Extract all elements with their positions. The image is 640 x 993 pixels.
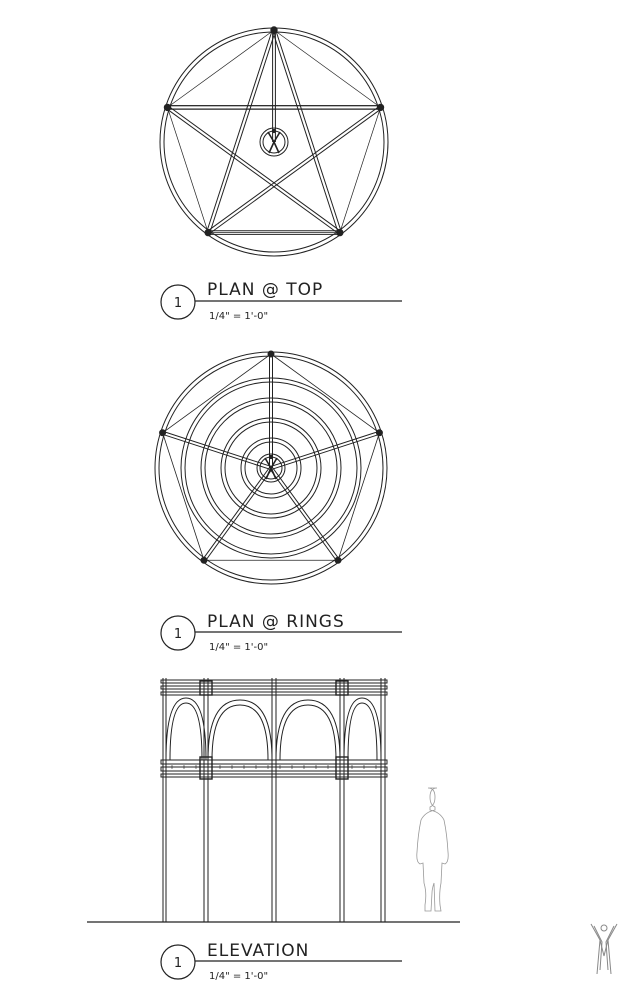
radial-strut [269,468,338,562]
ring-beam [160,766,388,772]
node-joint [200,556,208,564]
ring-beam [160,773,388,778]
radial-strut [271,466,340,560]
human-scale-figure [416,787,449,912]
plan-at-rings-drawing [154,350,388,585]
posts [162,678,386,922]
human-figure-logo [590,923,618,975]
center-ring [259,127,289,157]
top-beam [160,691,388,696]
concentric-ring [204,401,338,535]
concentric-ring [220,417,322,519]
pentagon-edge [167,107,209,233]
star-strut [206,29,273,233]
node-joint [163,103,172,112]
pentagon-edge [167,29,275,108]
radial-strut [271,433,381,470]
radial-strut [204,468,273,562]
radial-strut [162,430,272,468]
view-number: 1 [174,956,182,971]
node-joint [204,228,212,237]
concentric-ring [240,437,302,499]
center-figure-head [271,128,277,134]
concentric-ring [180,377,362,559]
view-number-bubble [160,284,196,320]
view-title: ELEVATION [207,941,309,961]
view-scale: 1/4" = 1'-0" [209,311,268,322]
radial-strut [161,433,271,470]
view-scale: 1/4" = 1'-0" [209,971,268,982]
node-joint [376,103,385,112]
pentagon-edge [162,353,272,434]
view-number-bubble [160,944,196,980]
node-joint [267,350,275,358]
view-scale: 1/4" = 1'-0" [209,642,268,653]
star-strut [206,105,380,232]
view-title: PLAN @ RINGS [207,612,345,632]
pentagon-edge [337,432,380,561]
star-strut [208,108,382,235]
plan-at-top-drawing [159,26,389,257]
pentagon-edge [339,107,381,233]
star-strut [272,30,339,234]
node-joint [270,26,278,34]
concentric-ring [244,441,298,495]
center-figure-icon [267,131,281,154]
top-beam [160,685,388,690]
center-figure-icon [264,457,278,480]
ring-beam [160,759,388,765]
beam-dimension-ticks [171,765,377,769]
concentric-ring [184,381,358,555]
view-title: PLAN @ TOP [207,280,323,300]
concentric-ring [224,421,318,515]
pentagon-edge [162,432,205,561]
view-number: 1 [174,627,182,642]
concentric-ring [200,397,342,539]
star-strut [209,30,276,234]
view-title-plan-top: 1 PLAN @ TOP 1/4" = 1'-0" [160,280,402,322]
center-figure-head [268,454,274,460]
pentagon-edge [273,29,381,108]
view-title-plan-rings: 1 PLAN @ RINGS 1/4" = 1'-0" [160,612,402,653]
view-title-elevation: 1 ELEVATION 1/4" = 1'-0" [160,941,402,982]
view-number-bubble [160,615,196,651]
arches [165,697,382,761]
pentagon-edge [270,353,380,434]
radial-strut [202,466,271,560]
center-ring [256,453,286,483]
radial-strut [270,430,380,468]
node-joint [375,429,383,437]
node-joint [334,556,342,564]
node-joint [159,429,167,437]
elevation-drawing [87,678,460,923]
star-strut [166,108,340,235]
node-joint [336,228,344,237]
top-beam [160,679,388,684]
view-number: 1 [174,296,182,311]
star-strut [168,105,342,232]
star-strut [275,29,342,233]
